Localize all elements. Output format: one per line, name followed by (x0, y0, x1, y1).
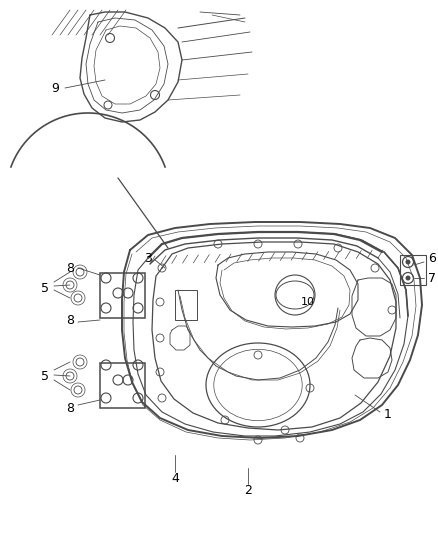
Text: 10: 10 (301, 297, 315, 307)
Text: 9: 9 (51, 82, 59, 94)
Text: 4: 4 (171, 472, 179, 484)
Text: 3: 3 (144, 252, 152, 264)
Text: 1: 1 (384, 408, 392, 422)
Text: 8: 8 (66, 262, 74, 274)
Text: 2: 2 (244, 483, 252, 497)
Text: 6: 6 (428, 252, 436, 264)
Text: 8: 8 (66, 401, 74, 415)
Text: 5: 5 (41, 369, 49, 383)
Circle shape (406, 260, 410, 264)
Text: 7: 7 (428, 271, 436, 285)
Text: 8: 8 (66, 313, 74, 327)
Circle shape (406, 276, 410, 280)
Text: 5: 5 (41, 281, 49, 295)
